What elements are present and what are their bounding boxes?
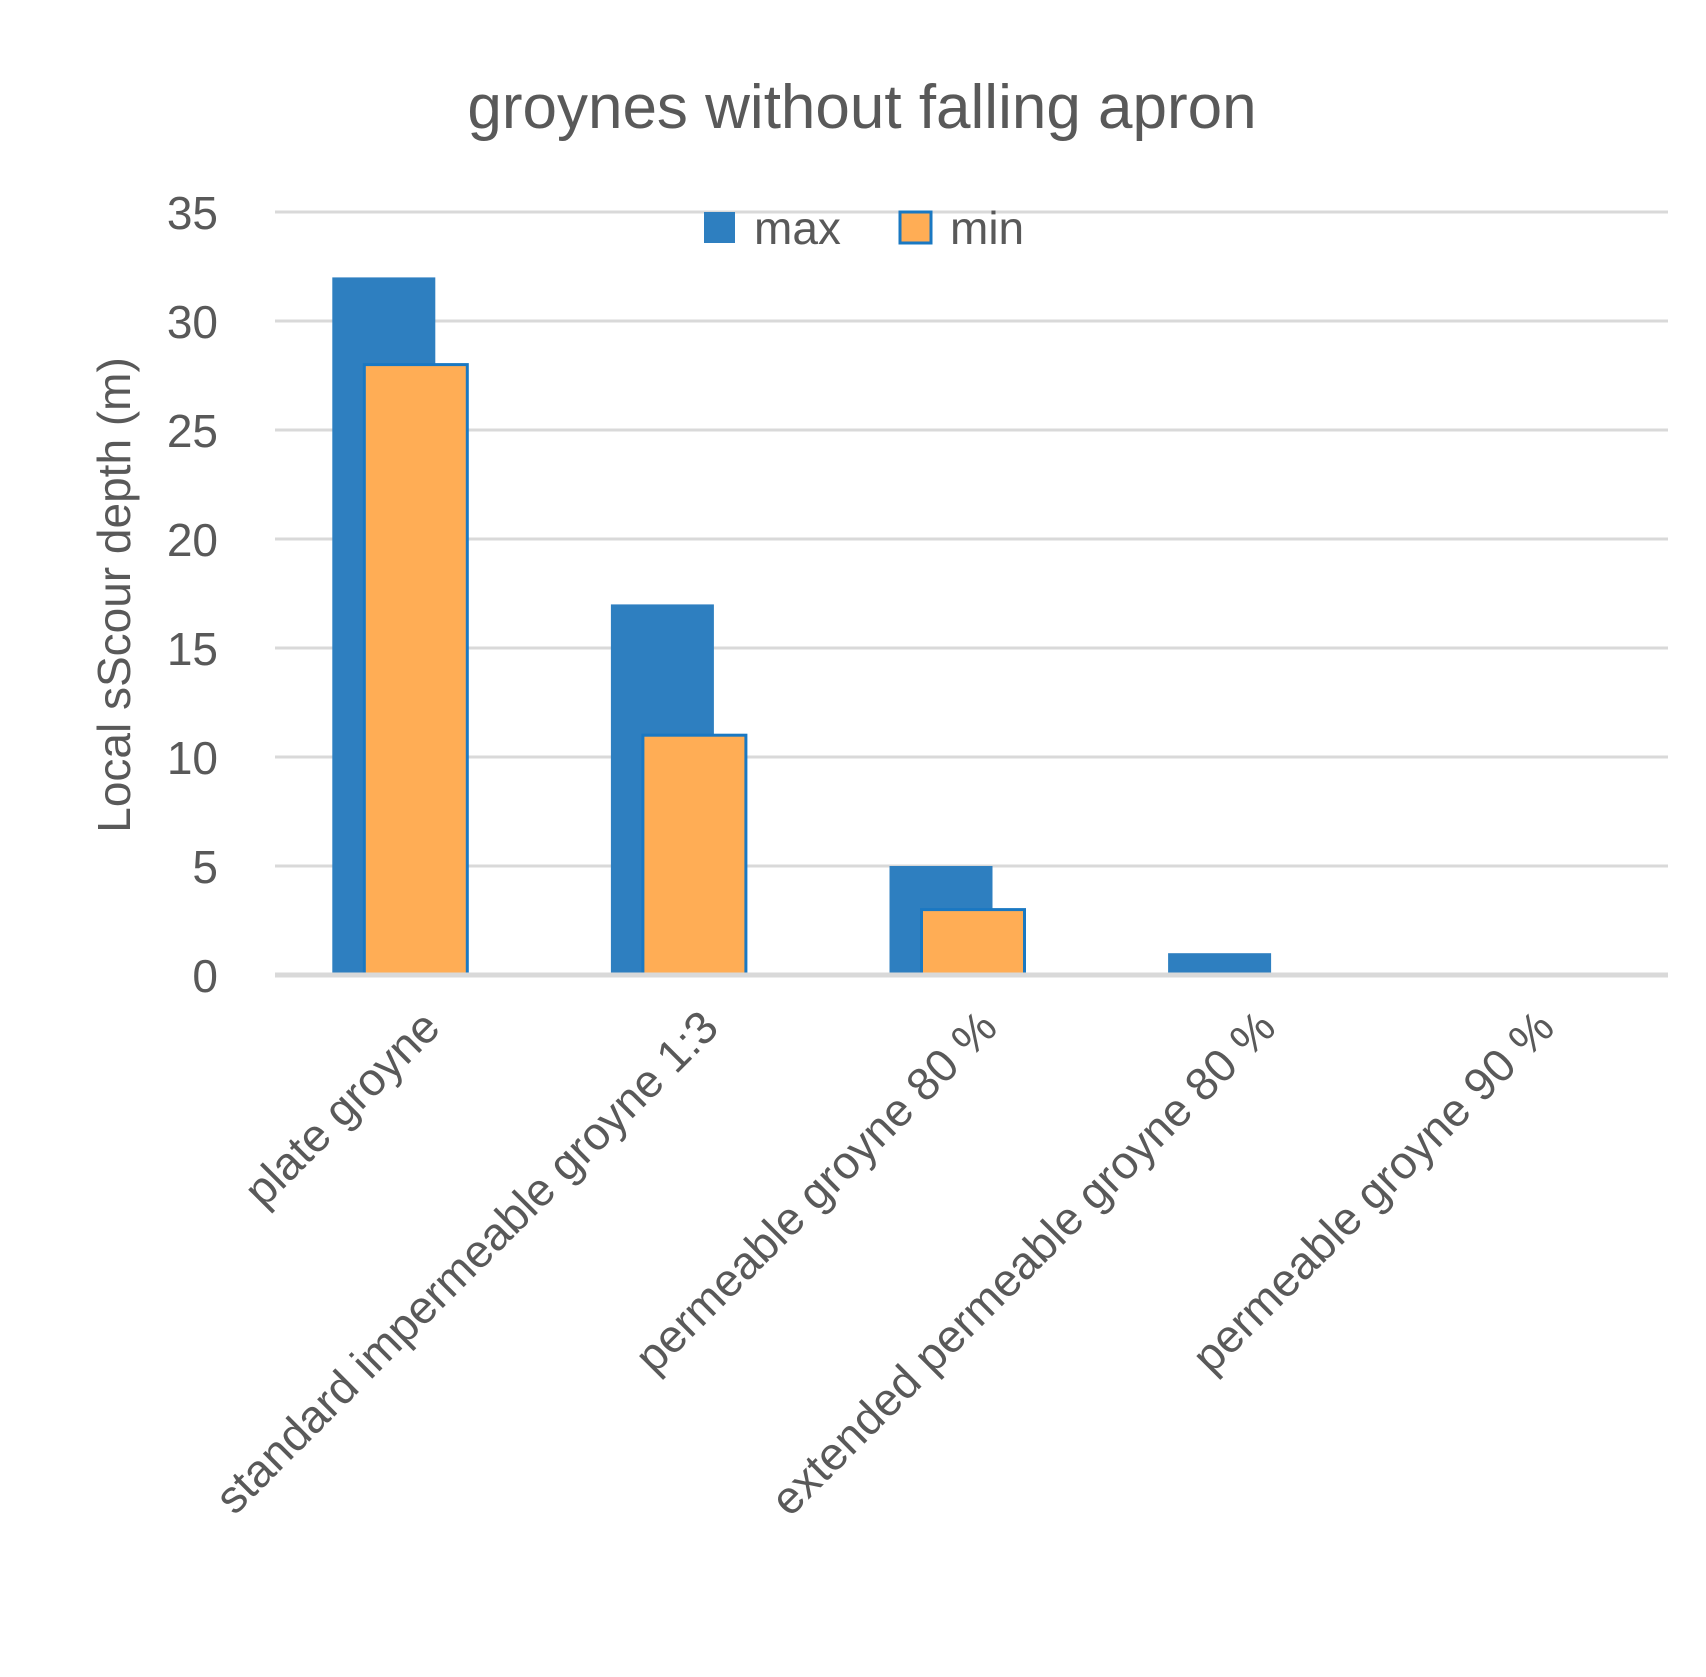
y-tick-label: 20 <box>167 514 218 566</box>
y-tick-label: 5 <box>192 841 218 893</box>
legend-swatch-max <box>704 212 735 243</box>
y-tick-label: 35 <box>167 187 218 239</box>
chart-title: groynes without falling apron <box>467 73 1256 142</box>
bars <box>332 277 1272 977</box>
y-tick-label: 0 <box>192 950 218 1002</box>
y-tick-label: 25 <box>167 405 218 457</box>
bar-max <box>1168 953 1272 975</box>
bar-min <box>920 908 1026 977</box>
y-axis-label: Local sScour depth (m) <box>88 357 140 833</box>
y-tick-label: 30 <box>167 296 218 348</box>
y-tick-label: 10 <box>167 732 218 784</box>
legend: max min <box>704 202 1024 254</box>
bar-min <box>362 363 469 977</box>
legend-label-min: min <box>950 202 1024 254</box>
legend-swatch-min <box>898 210 933 245</box>
bar-min <box>641 733 748 977</box>
x-tick-label: extended permeable groyne 80 % <box>760 1000 1285 1525</box>
x-tick-label: standard impermeable groyne 1:3 <box>205 1000 728 1523</box>
legend-label-max: max <box>754 202 841 254</box>
x-tick-label: plate groyne <box>234 1000 450 1216</box>
y-tick-label: 15 <box>167 623 218 675</box>
y-tick-labels: 0 5 10 15 20 25 30 35 <box>167 187 218 1002</box>
gridlines <box>275 210 1668 868</box>
